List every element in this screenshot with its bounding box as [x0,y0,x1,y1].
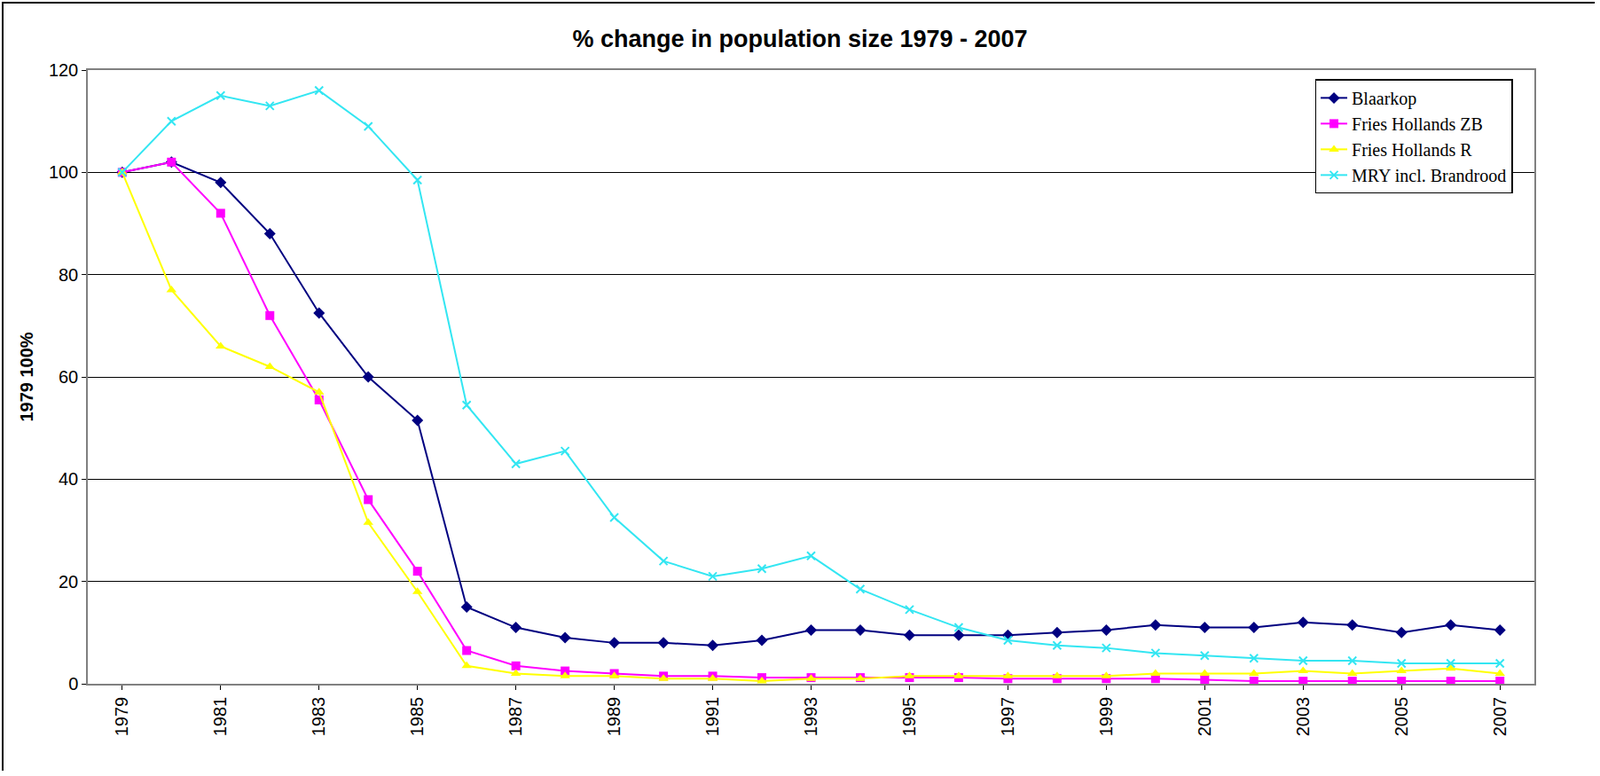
svg-text:Fries Hollands ZB: Fries Hollands ZB [1351,114,1483,134]
svg-text:1989: 1989 [603,697,624,738]
svg-text:1979: 1979 [111,697,132,738]
svg-text:100: 100 [48,162,79,182]
svg-text:60: 60 [58,367,79,387]
svg-text:0: 0 [68,674,79,694]
svg-text:2005: 2005 [1391,697,1412,738]
svg-text:2007: 2007 [1490,697,1510,738]
svg-text:1997: 1997 [997,697,1018,738]
svg-text:MRY incl. Brandrood: MRY incl. Brandrood [1351,165,1506,186]
svg-text:Fries Hollands R: Fries Hollands R [1351,140,1473,160]
svg-text:1991: 1991 [702,697,722,738]
svg-text:1983: 1983 [308,697,329,738]
svg-text:1979 100%: 1979 100% [16,331,37,422]
svg-text:1993: 1993 [800,697,821,738]
svg-text:2003: 2003 [1293,697,1313,738]
svg-text:1981: 1981 [210,697,230,738]
svg-text:1985: 1985 [407,697,427,738]
svg-text:1999: 1999 [1096,697,1116,738]
svg-text:80: 80 [58,265,79,285]
svg-text:40: 40 [58,469,79,489]
svg-text:1987: 1987 [505,697,526,738]
svg-text:% change in population size 19: % change in population size 1979 - 2007 [572,25,1028,53]
svg-text:1995: 1995 [899,697,919,738]
svg-text:2001: 2001 [1194,697,1215,738]
svg-text:20: 20 [58,572,79,592]
svg-text:Blaarkop: Blaarkop [1351,88,1417,110]
svg-text:120: 120 [48,60,79,80]
